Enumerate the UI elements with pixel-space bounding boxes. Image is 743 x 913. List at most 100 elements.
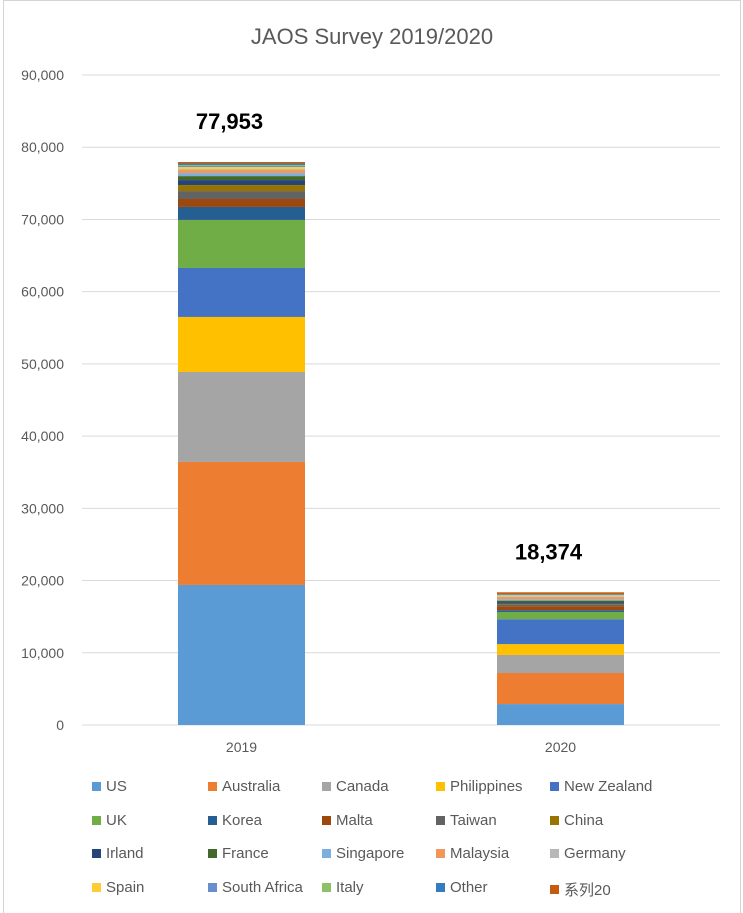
legend-item[interactable]: South Africa (208, 879, 303, 896)
bars (178, 162, 624, 725)
legend-label: Philippines (450, 778, 523, 795)
legend-label: Singapore (336, 845, 405, 862)
legend-item[interactable]: Malaysia (436, 845, 509, 862)
bar-segment-singapore-2019[interactable] (178, 173, 305, 177)
y-tick-label: 30,000 (21, 500, 64, 516)
legend-item[interactable]: Australia (208, 778, 280, 795)
bar-stack-2020[interactable] (497, 592, 624, 725)
legend-item[interactable]: 系列20 (550, 879, 611, 900)
y-axis-labels: 0 10,000 20,000 30,000 40,000 50,000 60,000 70,… (21, 67, 64, 733)
legend-item[interactable]: Taiwan (436, 812, 497, 829)
bar-segment-irland-2020[interactable] (497, 602, 624, 604)
legend-item[interactable]: Malta (322, 812, 373, 829)
bar-segment-philippines-2019[interactable] (178, 316, 305, 372)
legend-item[interactable]: New Zealand (550, 778, 652, 795)
bar-segment-irland-2019[interactable] (178, 180, 305, 186)
bar-segment-other-2019[interactable] (178, 163, 305, 165)
legend-swatch (208, 815, 217, 825)
legend-item[interactable]: Singapore (322, 845, 404, 862)
legend-item[interactable]: Korea (208, 812, 262, 829)
legend-item[interactable]: US (92, 778, 127, 795)
legend-swatch (436, 882, 445, 892)
legend-label: Germany (564, 845, 626, 862)
bar-segment-singapore-2020[interactable] (497, 599, 624, 601)
legend-swatch (550, 884, 559, 894)
legend-item[interactable]: Irland (92, 845, 144, 862)
legend-item[interactable]: Italy (322, 879, 364, 896)
bar-segment-malaysia-2019[interactable] (178, 170, 305, 174)
bar-segment-uk-2019[interactable] (178, 219, 305, 268)
bar-segment-spain-2020[interactable] (497, 595, 624, 597)
legend-swatch (208, 882, 217, 892)
bar-segment-new-zealand-2020[interactable] (497, 619, 624, 645)
legend-label: Malta (336, 811, 373, 829)
bar-segment-new-zealand-2019[interactable] (178, 267, 305, 317)
bar-segment-taiwan-2020[interactable] (497, 604, 624, 607)
bar-segment-south-africa-2019[interactable] (178, 166, 305, 168)
legend-label: Australia (222, 778, 281, 795)
y-tick-label: 0 (56, 717, 64, 733)
legend-item[interactable]: France (208, 845, 269, 862)
y-tick-label: 20,000 (21, 573, 64, 589)
bar-segment-malta-2019[interactable] (178, 199, 305, 207)
legend-item[interactable]: Philippines (436, 778, 523, 795)
legend-swatch (550, 815, 559, 825)
legend-swatch (92, 882, 101, 892)
legend-label: Other (450, 878, 488, 896)
bar-segment-uk-2020[interactable] (497, 611, 624, 620)
sheet-border-top (0, 0, 743, 1)
legend-swatch (322, 782, 331, 791)
legend-swatch (322, 815, 331, 825)
bar-segment-taiwan-2019[interactable] (178, 191, 305, 200)
total-labels: 77,953 18,374 (196, 109, 583, 564)
sheet-row-header-edge (0, 0, 4, 913)
bar-segment-korea-2020[interactable] (497, 610, 624, 612)
bar-segment-canada-2019[interactable] (178, 371, 305, 462)
legend-item[interactable]: Spain (92, 879, 144, 896)
y-tick-label: 60,000 (21, 284, 64, 300)
bar-segment-us-2019[interactable] (178, 584, 305, 725)
bar-segment-系列20-2020[interactable] (497, 592, 624, 595)
bar-segment-spain-2019[interactable] (178, 167, 305, 170)
bar-segment-germany-2019[interactable] (178, 169, 305, 171)
bar-segment-philippines-2020[interactable] (497, 644, 624, 655)
legend-item[interactable]: China (550, 812, 603, 829)
bar-segment-korea-2019[interactable] (178, 206, 305, 220)
legend-item[interactable]: UK (92, 812, 127, 829)
legend-item[interactable]: Canada (322, 778, 389, 795)
bar-segment-系列20-2019[interactable] (178, 162, 305, 164)
bar-segment-malaysia-2020[interactable] (497, 597, 624, 600)
gridlines (82, 74, 720, 726)
legend-swatch (550, 782, 559, 791)
bar-segment-canada-2020[interactable] (497, 654, 624, 673)
y-tick-label: 50,000 (21, 356, 64, 372)
legend-label: France (222, 845, 269, 862)
bar-segment-malta-2020[interactable] (497, 606, 624, 611)
x-tick-label: 2020 (545, 739, 576, 755)
x-tick-label: 2019 (226, 739, 257, 755)
legend-label: Korea (222, 811, 263, 829)
legend-swatch (322, 882, 331, 892)
legend-label: Malaysia (450, 845, 510, 862)
bar-segment-australia-2020[interactable] (497, 673, 624, 705)
bar-segment-germany-2020[interactable] (497, 596, 624, 598)
legend-item[interactable]: Other (436, 879, 488, 896)
total-label-2019: 77,953 (196, 109, 263, 134)
legend-swatch (208, 849, 217, 858)
bar-segment-france-2020[interactable] (497, 600, 624, 603)
bar-segment-australia-2019[interactable] (178, 461, 305, 585)
legend-item[interactable]: Germany (550, 845, 626, 862)
bar-segment-china-2019[interactable] (178, 185, 305, 192)
bar-segment-us-2020[interactable] (497, 704, 624, 725)
bar-segment-france-2019[interactable] (178, 176, 305, 181)
legend-swatch (436, 815, 445, 825)
y-tick-label: 90,000 (21, 67, 64, 83)
bar-segment-other-2020[interactable] (497, 594, 624, 595)
bar-segment-italy-2019[interactable] (178, 164, 305, 166)
bar-stack-2019[interactable] (178, 162, 305, 725)
legend-label: Canada (336, 778, 389, 795)
legend-swatch (208, 782, 217, 791)
bar-segment-china-2020[interactable] (497, 603, 624, 605)
legend-label: China (564, 811, 604, 829)
